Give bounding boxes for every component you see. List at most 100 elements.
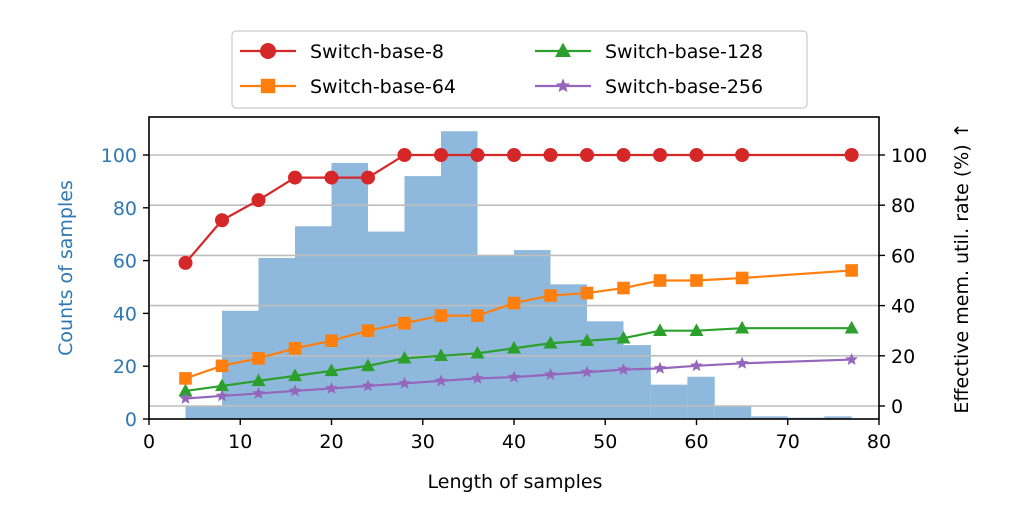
marker-switch-base-64 [361, 324, 375, 337]
legend-label: Switch-base-256 [605, 76, 763, 98]
histogram-bar [331, 162, 368, 420]
marker-switch-base-128 [251, 373, 266, 387]
histogram-bar [441, 131, 478, 420]
marker-switch-base-8 [735, 148, 750, 162]
marker-switch-base-64 [735, 271, 749, 285]
histogram-bar [258, 257, 295, 419]
marker-switch-base-64 [215, 359, 229, 373]
marker-switch-base-64 [845, 264, 858, 277]
y-left-tick-label: 0 [125, 409, 137, 431]
marker-switch-base-256 [252, 386, 265, 399]
histogram-bar [714, 405, 752, 419]
x-tick-label: 60 [684, 431, 708, 453]
marker-switch-base-8 [689, 148, 704, 162]
legend-item-switch-base-128: Switch-base-128 [535, 41, 763, 63]
y-right-tick-label: 20 [891, 346, 915, 368]
marker-switch-base-128 [288, 368, 302, 382]
marker-switch-base-64 [398, 316, 411, 330]
marker-switch-base-64 [507, 296, 521, 310]
x-tick-label: 20 [319, 431, 343, 453]
histogram-bar [295, 226, 332, 419]
marker-switch-base-256 [398, 376, 411, 389]
legend-label: Switch-base-64 [310, 76, 456, 98]
marker-switch-base-8 [580, 148, 594, 162]
marker-switch-base-256 [580, 365, 594, 378]
legend-item-switch-base-64: Switch-base-64 [240, 76, 456, 98]
marker-switch-base-256 [735, 356, 749, 369]
marker-switch-base-8 [844, 148, 859, 162]
marker-switch-base-256 [617, 362, 630, 375]
histogram-bar [824, 416, 852, 419]
marker-switch-base-256 [544, 367, 557, 380]
marker-switch-base-256 [215, 389, 229, 402]
histogram-bar [687, 376, 715, 419]
y-right-tick-label: 60 [891, 245, 915, 267]
series-line-switch-base-8 [184, 153, 852, 264]
marker-switch-base-64 [288, 341, 302, 355]
x-tick-label: 10 [228, 431, 252, 453]
marker-switch-base-128 [653, 323, 667, 336]
marker-switch-base-128 [735, 320, 750, 334]
y-axis-right-label: Effective mem. util. rate (%) ↑ [951, 122, 973, 413]
marker-switch-base-8 [215, 213, 229, 228]
marker-switch-base-256 [288, 384, 302, 397]
legend-items: Switch-base-8 Switch-base-64 Switch-base-1… [240, 41, 763, 98]
marker-switch-base-256 [361, 379, 375, 392]
x-axis-label: Length of samples [428, 471, 603, 493]
legend-item-switch-base-256: Switch-base-256 [535, 76, 763, 98]
marker-switch-base-128 [434, 348, 448, 362]
legend-label: Switch-base-128 [605, 41, 763, 63]
legend-item-switch-base-8: Switch-base-8 [240, 41, 444, 63]
histogram-bar [514, 250, 551, 419]
marker-switch-base-8 [178, 255, 193, 270]
marker-switch-base-64 [179, 372, 192, 385]
legend: Switch-base-8 Switch-base-64 Switch-base-1… [231, 30, 808, 109]
marker-switch-base-64 [325, 334, 338, 348]
marker-switch-base-256 [325, 381, 338, 394]
marker-switch-base-8 [251, 193, 266, 208]
y-right-tick-label: 40 [891, 296, 915, 318]
marker-switch-base-8 [507, 148, 521, 162]
marker-switch-base-256 [179, 391, 192, 404]
y-left-tick-label: 60 [113, 251, 137, 273]
y-left-tick-label: 80 [113, 198, 137, 220]
marker-switch-base-128 [470, 345, 485, 359]
marker-switch-base-8 [543, 148, 558, 162]
legend-marker [555, 42, 571, 57]
histogram-bar [650, 384, 688, 419]
marker-switch-base-64 [434, 309, 448, 322]
marker-switch-base-64 [580, 286, 594, 300]
marker-switch-base-64 [544, 289, 557, 302]
marker-switch-base-8 [324, 170, 339, 185]
marker-switch-base-256 [690, 359, 703, 372]
marker-switch-base-128 [361, 358, 375, 372]
marker-switch-base-128 [178, 383, 193, 397]
marker-switch-base-128 [844, 320, 859, 334]
legend-marker [260, 78, 276, 94]
x-tick-label: 50 [593, 431, 617, 453]
y-right-tick-label: 100 [891, 145, 927, 167]
marker-switch-base-8 [434, 148, 448, 162]
marker-switch-base-8 [653, 148, 667, 162]
marker-switch-base-8 [397, 148, 412, 162]
histogram-bars [185, 131, 852, 420]
marker-switch-base-8 [470, 148, 485, 162]
y-left-tick-label: 20 [113, 356, 137, 378]
histogram-bar [477, 255, 514, 419]
y-right-tick-label: 80 [891, 195, 915, 217]
histogram-bar [550, 284, 587, 419]
x-tick-label: 80 [867, 431, 891, 453]
marker-switch-base-128 [543, 335, 558, 349]
legend-marker [260, 43, 276, 59]
histogram-bar [185, 405, 222, 419]
y-right-tick-label: 0 [891, 396, 903, 418]
x-tick-label: 0 [143, 431, 155, 453]
x-tick-label: 30 [411, 431, 435, 453]
marker-switch-base-128 [397, 350, 412, 364]
marker-switch-base-64 [471, 309, 484, 322]
marker-switch-base-64 [653, 274, 667, 287]
y-left-tick-label: 100 [101, 145, 137, 167]
histogram-bar [751, 416, 788, 419]
marker-switch-base-128 [616, 330, 631, 344]
marker-switch-base-256 [653, 361, 667, 374]
